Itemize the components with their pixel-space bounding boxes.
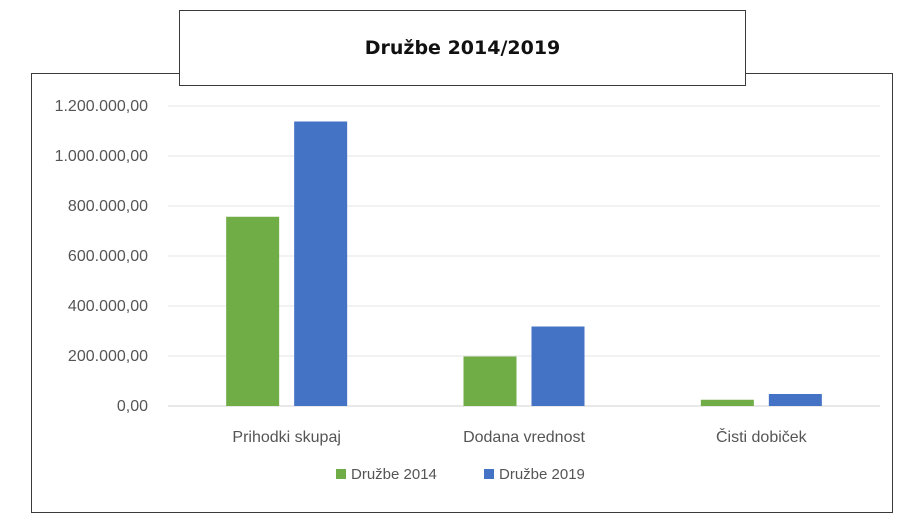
bar <box>226 216 280 406</box>
bar <box>294 121 348 406</box>
bar <box>531 326 585 406</box>
category-label: Dodana vrednost <box>463 429 585 446</box>
y-tick-label: 800.000,00 <box>68 198 148 215</box>
y-tick-label: 1.000.000,00 <box>55 148 149 165</box>
y-tick-label: 200.000,00 <box>68 348 148 365</box>
category-label: Čisti dobiček <box>716 427 808 446</box>
bar <box>700 399 754 406</box>
chart-title: Družbe 2014/2019 <box>179 10 746 86</box>
bar <box>768 394 822 406</box>
y-tick-label: 400.000,00 <box>68 298 148 315</box>
y-tick-label: 600.000,00 <box>68 248 148 265</box>
legend-label: Družbe 2019 <box>499 466 585 483</box>
bar <box>463 356 517 406</box>
category-label: Prihodki skupaj <box>232 429 341 446</box>
legend-label: Družbe 2014 <box>351 466 437 483</box>
legend-swatch <box>336 469 346 479</box>
y-tick-label: 1.200.000,00 <box>55 98 149 115</box>
y-tick-label: 0,00 <box>117 398 148 415</box>
chart-frame <box>31 73 893 513</box>
legend-swatch <box>484 469 494 479</box>
